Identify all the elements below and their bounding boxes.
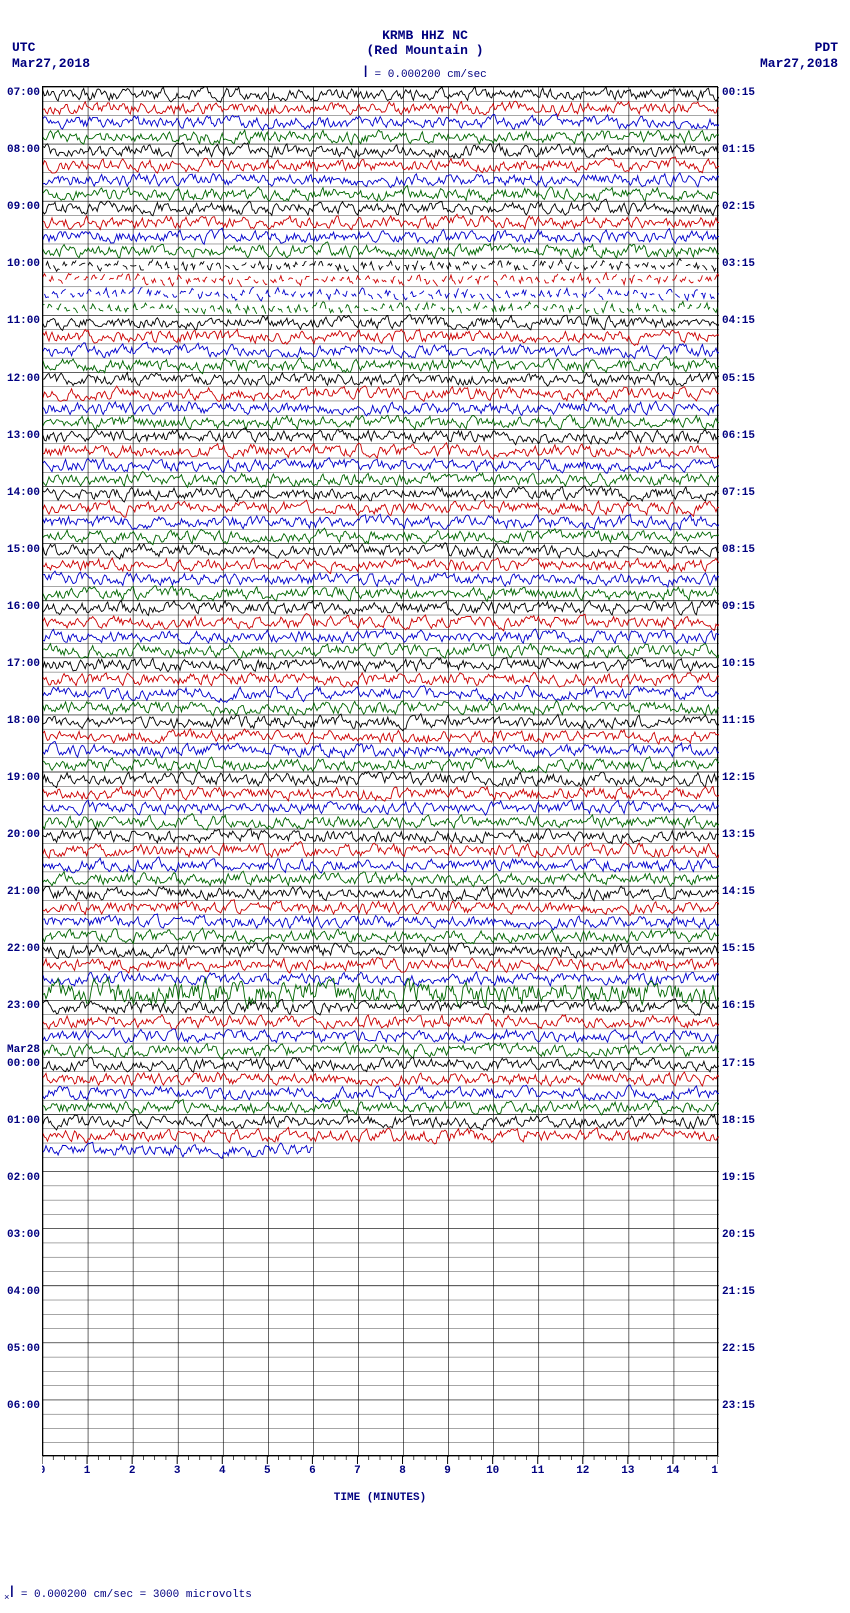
- right-hour-label: 03:15: [722, 258, 755, 270]
- left-hour-label: 17:00: [7, 658, 40, 670]
- svg-text:4: 4: [219, 1465, 226, 1474]
- right-hour-label: 07:15: [722, 487, 755, 499]
- right-hour-label: 02:15: [722, 201, 755, 213]
- right-hour-label: 11:15: [722, 715, 755, 727]
- left-hour-label: 12:00: [7, 373, 40, 385]
- date-change-label: Mar28: [7, 1044, 40, 1056]
- right-hour-label: 05:15: [722, 373, 755, 385]
- timezone-left: UTC: [12, 40, 35, 55]
- right-hour-label: 04:15: [722, 315, 755, 327]
- scale-note: Ⅰ = 0.000200 cm/sec: [0, 62, 850, 82]
- date-left: Mar27,2018: [12, 56, 90, 71]
- right-hour-label: 01:15: [722, 144, 755, 156]
- left-hour-label: 07:00: [7, 87, 40, 99]
- date-right: Mar27,2018: [760, 56, 838, 71]
- svg-text:11: 11: [531, 1465, 545, 1474]
- right-hour-label: 09:15: [722, 601, 755, 613]
- left-hour-label: 03:00: [7, 1229, 40, 1241]
- right-hour-label: 22:15: [722, 1343, 755, 1355]
- right-hour-label: 17:15: [722, 1058, 755, 1070]
- right-hour-label: 21:15: [722, 1286, 755, 1298]
- svg-text:5: 5: [264, 1465, 271, 1474]
- left-hour-label: 15:00: [7, 544, 40, 556]
- right-hour-label: 16:15: [722, 1000, 755, 1012]
- left-hour-label: 22:00: [7, 943, 40, 955]
- svg-text:3: 3: [174, 1465, 181, 1474]
- left-hour-label: 01:00: [7, 1115, 40, 1127]
- timezone-right: PDT: [815, 40, 838, 55]
- svg-text:1: 1: [84, 1465, 91, 1474]
- svg-text:14: 14: [666, 1465, 680, 1474]
- left-hour-label: 11:00: [7, 315, 40, 327]
- left-hour-label: 04:00: [7, 1286, 40, 1298]
- left-hour-label: 20:00: [7, 829, 40, 841]
- svg-text:2: 2: [129, 1465, 136, 1474]
- left-hour-label: 23:00: [7, 1000, 40, 1012]
- right-hour-label: 20:15: [722, 1229, 755, 1241]
- right-hour-label: 08:15: [722, 544, 755, 556]
- svg-text:12: 12: [576, 1465, 589, 1474]
- x-axis: 0123456789101112131415 TIME (MINUTES): [42, 1456, 718, 1504]
- svg-text:9: 9: [444, 1465, 451, 1474]
- station-code: KRMB HHZ NC: [0, 28, 850, 43]
- right-hour-label: 14:15: [722, 886, 755, 898]
- left-hour-label: 14:00: [7, 487, 40, 499]
- left-hour-label: 06:00: [7, 1400, 40, 1412]
- left-hour-label: 02:00: [7, 1172, 40, 1184]
- svg-text:15: 15: [711, 1465, 718, 1474]
- right-hour-label: 23:15: [722, 1400, 755, 1412]
- right-hour-label: 13:15: [722, 829, 755, 841]
- left-hour-label: 05:00: [7, 1343, 40, 1355]
- left-hour-label: 21:00: [7, 886, 40, 898]
- left-hour-label: 09:00: [7, 201, 40, 213]
- left-hour-label: 00:00: [7, 1058, 40, 1070]
- right-hour-label: 15:15: [722, 943, 755, 955]
- left-hour-label: 16:00: [7, 601, 40, 613]
- svg-text:8: 8: [399, 1465, 406, 1474]
- svg-text:10: 10: [486, 1465, 499, 1474]
- x-axis-label: TIME (MINUTES): [42, 1492, 718, 1504]
- footer-scale: ×Ⅰ = 0.000200 cm/sec = 3000 microvolts: [4, 1582, 252, 1603]
- station-location: (Red Mountain ): [0, 43, 850, 58]
- right-hour-label: 18:15: [722, 1115, 755, 1127]
- svg-text:0: 0: [42, 1465, 45, 1474]
- svg-text:7: 7: [354, 1465, 361, 1474]
- left-hour-label: 08:00: [7, 144, 40, 156]
- svg-text:6: 6: [309, 1465, 316, 1474]
- left-hour-label: 13:00: [7, 430, 40, 442]
- right-hour-label: 06:15: [722, 430, 755, 442]
- left-hour-label: 18:00: [7, 715, 40, 727]
- seismogram-plot: [42, 86, 718, 1456]
- left-time-labels: 07:00 08:00 09:00 10:00 11:00 12:00 13:00 14:00…: [4, 86, 42, 1456]
- right-hour-label: 19:15: [722, 1172, 755, 1184]
- header: KRMB HHZ NC (Red Mountain ) Ⅰ = 0.000200…: [0, 28, 850, 82]
- right-hour-label: 12:15: [722, 772, 755, 784]
- left-hour-label: 19:00: [7, 772, 40, 784]
- right-hour-label: 00:15: [722, 87, 755, 99]
- left-hour-label: 10:00: [7, 258, 40, 270]
- right-time-labels: 00:15 01:15 02:15 03:15 04:15 05:15 06:15 07:15…: [720, 86, 770, 1456]
- right-hour-label: 10:15: [722, 658, 755, 670]
- svg-text:13: 13: [621, 1465, 635, 1474]
